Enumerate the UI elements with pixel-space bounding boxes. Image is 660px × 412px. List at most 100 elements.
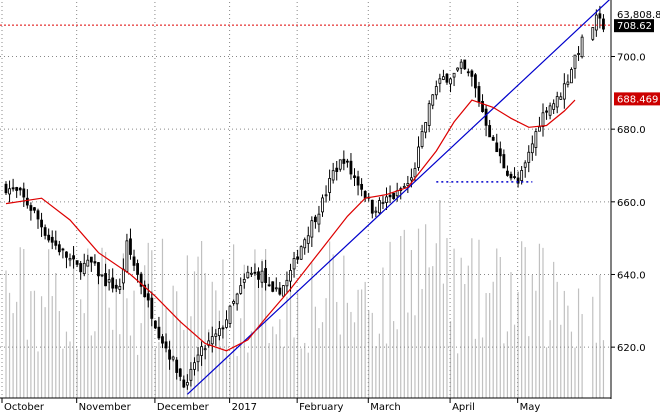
candle-body xyxy=(477,86,481,103)
candle-body xyxy=(498,148,502,157)
candle-body xyxy=(374,210,378,213)
candle-body xyxy=(82,262,86,275)
candle-body xyxy=(495,142,499,153)
candle-body xyxy=(193,362,196,370)
price-tags: 63,808.84 708.62 688.469 xyxy=(614,8,660,106)
candle-body xyxy=(342,158,346,164)
candle-body xyxy=(104,273,107,287)
candle-body xyxy=(232,301,235,304)
candle-body xyxy=(562,83,566,100)
candle-body xyxy=(328,178,332,193)
candle-body xyxy=(570,69,573,84)
candle-body xyxy=(185,382,189,386)
candle-body xyxy=(417,146,420,168)
candle-body xyxy=(381,202,385,204)
candle-body xyxy=(36,210,40,220)
candle-body xyxy=(8,188,11,195)
candle-body xyxy=(555,96,559,108)
candle-body xyxy=(580,36,584,58)
candle-body xyxy=(353,175,356,178)
candle-body xyxy=(413,168,417,178)
axes: 620.0 640.0 660.0 680.0 700.0 October November… xyxy=(0,0,646,412)
candle-body xyxy=(463,59,467,70)
x-tick-label: December xyxy=(157,402,210,412)
candle-body xyxy=(221,327,225,330)
candle-body xyxy=(89,256,93,263)
candle-body xyxy=(114,284,118,289)
candle-body xyxy=(11,187,15,190)
candle-body xyxy=(385,196,388,203)
candle-body xyxy=(203,348,207,351)
candle-body xyxy=(591,27,595,40)
candle-body xyxy=(189,368,193,381)
candle-body xyxy=(470,70,474,77)
candle-body xyxy=(602,18,605,30)
candle-body xyxy=(50,236,54,243)
candle-body xyxy=(150,297,154,319)
candle-body xyxy=(566,81,570,85)
candle-body xyxy=(25,197,29,206)
candle-body xyxy=(356,176,360,186)
candle-body xyxy=(292,258,296,270)
candle-body xyxy=(125,240,129,272)
candle-body xyxy=(22,188,26,198)
candle-body xyxy=(136,263,139,275)
candle-body xyxy=(324,194,328,197)
candle-body xyxy=(420,131,424,147)
candle-body xyxy=(317,213,321,225)
candle-body xyxy=(449,78,452,85)
candle-body xyxy=(225,319,228,328)
candlesticks xyxy=(4,5,605,390)
candle-body xyxy=(427,103,431,126)
last-price-tag-label: 708.62 xyxy=(617,21,652,32)
candle-body xyxy=(289,270,292,282)
candle-body xyxy=(161,336,164,344)
candle-body xyxy=(303,239,307,249)
candle-body xyxy=(345,160,349,163)
candle-body xyxy=(296,256,300,260)
candle-body xyxy=(153,320,157,329)
candle-body xyxy=(456,67,460,71)
candle-body xyxy=(349,160,353,175)
candle-body xyxy=(484,108,488,126)
candle-body xyxy=(278,287,282,295)
candle-body xyxy=(54,240,58,246)
candle-body xyxy=(481,101,484,112)
candle-body xyxy=(573,54,577,69)
candle-body xyxy=(594,14,598,31)
candle-body xyxy=(313,216,317,223)
candle-body xyxy=(552,103,556,110)
candle-body xyxy=(257,271,260,280)
moving-average-tag: 688.469 xyxy=(614,92,660,106)
candle-body xyxy=(331,170,335,181)
candle-body xyxy=(534,131,538,148)
candle-body xyxy=(57,244,61,253)
candle-body xyxy=(310,220,314,238)
candle-body xyxy=(18,187,22,191)
candle-body xyxy=(217,328,221,337)
candle-body xyxy=(214,333,218,337)
candle-body xyxy=(548,105,552,116)
candle-body xyxy=(260,270,264,283)
candle-body xyxy=(445,73,449,83)
candle-body xyxy=(402,185,406,188)
candle-body xyxy=(274,287,278,290)
candle-body xyxy=(520,170,524,181)
candle-body xyxy=(61,248,65,251)
candle-body xyxy=(285,279,289,287)
candle-body xyxy=(47,234,51,241)
candle-body xyxy=(264,268,268,283)
candle-body xyxy=(182,379,186,388)
candle-body xyxy=(434,86,438,96)
candle-body xyxy=(107,279,111,283)
candle-body xyxy=(43,227,47,236)
candle-body xyxy=(79,263,83,273)
candle-body xyxy=(175,359,179,373)
candle-body xyxy=(406,183,410,186)
moving-average-tag-label: 688.469 xyxy=(617,94,658,105)
candle-body xyxy=(267,284,271,287)
volume-tag: 63,808.84 xyxy=(614,8,660,21)
candle-body xyxy=(527,151,531,163)
